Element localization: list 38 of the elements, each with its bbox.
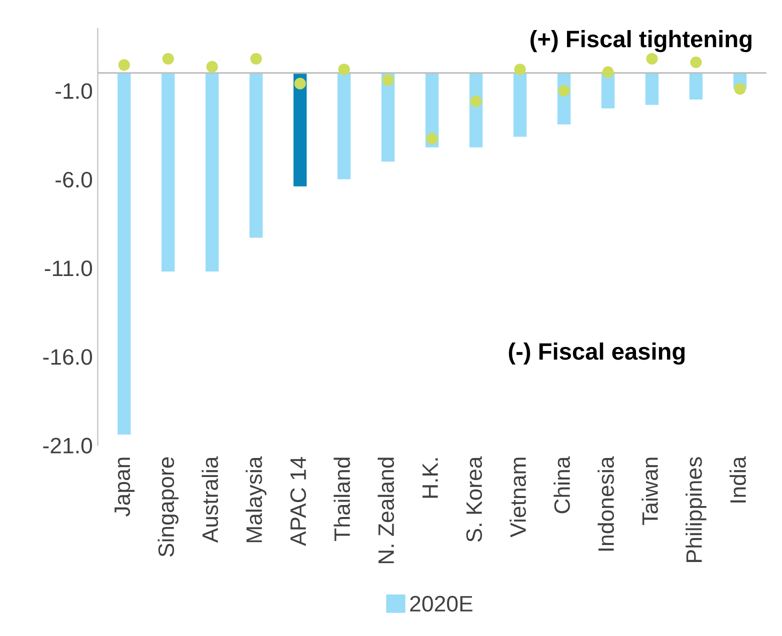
x-tick-label: H.K. [422,458,438,498]
x-tick-label: Thailand [334,458,350,542]
annotation: (+) Fiscal tightening [530,30,752,52]
point [470,95,482,108]
point [206,60,218,73]
x-tick-label: Australia [202,456,218,543]
point [602,66,614,78]
y-tick-label: -16.0 [43,349,92,365]
annotation: (-) Fiscal easing [508,342,685,365]
point [338,64,350,76]
x-tick-label: Indonesia [598,456,614,551]
x-tick-label: Taiwan [642,458,658,525]
x-tick-label: Philippines [686,457,706,562]
y-tick-label: -6.0 [56,172,92,188]
x-tick-label: India [730,456,746,502]
point [646,52,658,65]
x-tick-label: APAC 14 [290,456,306,546]
point [558,84,570,96]
y-tick-label: -1.0 [56,83,92,99]
x-tick-label: Singapore [158,457,178,557]
point [382,74,394,86]
point [162,52,174,65]
legend-label: 2020E [410,596,472,612]
x-tick-label: Vietnam [510,458,526,538]
y-tick-label: -11.0 [44,260,92,276]
point [690,56,702,68]
x-tick-label: China [554,456,570,514]
point [294,78,306,90]
x-tick-label: N. Zealand [378,458,394,564]
point [514,64,526,76]
point [250,52,262,65]
point [734,83,746,95]
x-tick-label: S. Korea [466,456,482,542]
x-tick-label: Malaysia [246,456,266,542]
point [118,59,130,71]
x-tick-label: Japan [114,458,134,517]
point [426,132,438,144]
y-tick-label: -21.0 [43,438,92,454]
